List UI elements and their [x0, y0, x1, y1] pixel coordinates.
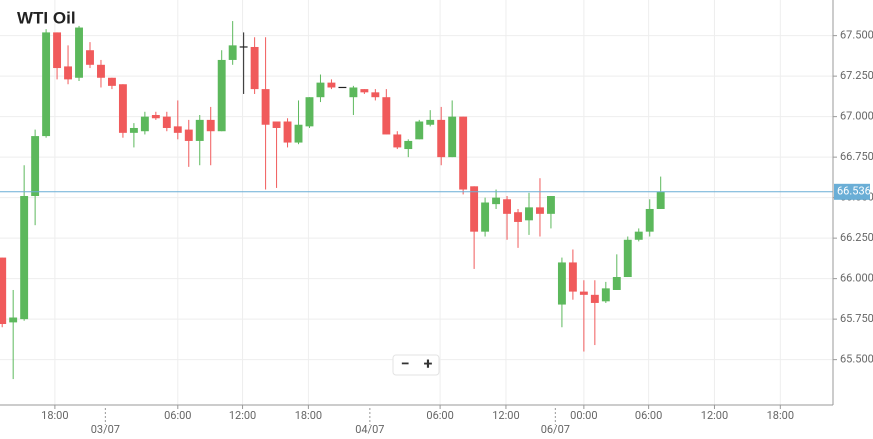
- candle-body: [503, 199, 511, 214]
- x-tick-label: 00:00: [570, 409, 597, 422]
- candle-body: [404, 140, 413, 150]
- candle-body: [426, 119, 435, 125]
- candle-body: [86, 50, 94, 65]
- candle-body: [294, 124, 303, 143]
- chart-title: WTI Oil: [17, 8, 76, 27]
- x-tick-label: 06:00: [635, 409, 662, 422]
- candle-body: [272, 121, 281, 128]
- candle-body: [470, 186, 479, 232]
- candle-body: [579, 291, 588, 295]
- candle-body: [228, 45, 237, 60]
- candle-body: [437, 119, 446, 158]
- zoom-in-button[interactable]: +: [424, 354, 433, 373]
- candle-body: [118, 84, 127, 133]
- candle-body: [173, 126, 182, 133]
- y-tick-label: 65.500: [840, 353, 873, 366]
- zoom-box: [392, 354, 440, 376]
- candle-body: [184, 129, 193, 141]
- candle-body: [75, 27, 83, 78]
- zoom-out-button[interactable]: −: [401, 354, 410, 373]
- candle-body: [481, 202, 490, 232]
- y-tick-label: 67.000: [840, 110, 873, 123]
- x-tick-label: 18:00: [767, 409, 794, 422]
- candle-body: [9, 317, 18, 323]
- candle-body: [261, 89, 270, 125]
- x-tick-label: 12:00: [492, 409, 519, 422]
- candle-body: [195, 119, 204, 141]
- candle-body: [31, 136, 40, 197]
- x-tick-label: 06:00: [164, 409, 191, 422]
- candle-body: [140, 116, 149, 132]
- candle-body: [53, 32, 62, 69]
- candle-body: [568, 262, 577, 292]
- y-tick-label: 66.000: [840, 272, 873, 285]
- y-tick-label: 66.250: [840, 231, 873, 244]
- candle-body: [525, 207, 533, 221]
- candles: [0, 21, 833, 380]
- date-label: 04/07: [355, 423, 384, 436]
- current-price-label: 66.536: [837, 185, 871, 198]
- candle-body: [217, 59, 226, 132]
- candle-body: [514, 212, 522, 222]
- candle-body: [162, 116, 171, 128]
- candle-body: [634, 231, 643, 240]
- y-tick-label: 67.250: [840, 69, 873, 82]
- candle-body: [393, 134, 402, 148]
- candle-body: [536, 207, 544, 214]
- candle-body: [151, 115, 160, 119]
- candle-body: [546, 196, 555, 214]
- date-label: 06/07: [541, 423, 570, 436]
- candle-body: [623, 239, 632, 278]
- y-tick-label: 66.750: [840, 150, 873, 163]
- candle-body: [590, 294, 599, 303]
- candle-body: [349, 87, 358, 98]
- candle-body: [656, 191, 665, 209]
- candle-body: [129, 127, 138, 133]
- x-tick-label: 12:00: [701, 409, 728, 422]
- candle-body: [107, 77, 116, 86]
- candle-body: [459, 116, 468, 190]
- candle-body: [557, 262, 566, 305]
- date-label: 03/07: [91, 423, 120, 436]
- candle-body: [250, 46, 259, 90]
- candle-body: [371, 92, 380, 98]
- candle-body: [0, 257, 7, 324]
- current-price-tag: [834, 183, 870, 200]
- candle-body: [492, 197, 501, 205]
- candle-body: [97, 64, 105, 78]
- candle-body: [448, 116, 457, 158]
- candle-body: [612, 277, 621, 290]
- candle-body: [360, 89, 369, 93]
- candle-body: [415, 121, 424, 140]
- x-tick-label: 12:00: [229, 409, 256, 422]
- y-tick-label: 67.500: [840, 29, 873, 42]
- candle-body: [42, 32, 51, 137]
- candle-body: [64, 66, 72, 80]
- candle-body: [206, 119, 215, 132]
- candle-body: [305, 97, 314, 127]
- candle-body: [283, 121, 292, 143]
- candle-body: [316, 82, 325, 98]
- candle-body: [645, 208, 654, 232]
- candle-body: [327, 82, 336, 88]
- x-tick-label: 06:00: [426, 409, 453, 422]
- x-tick-label: 18:00: [41, 409, 68, 422]
- y-tick-label: 65.750: [840, 312, 873, 325]
- candle-body: [382, 97, 391, 135]
- x-tick-label: 18:00: [295, 409, 322, 422]
- candle-body: [601, 288, 610, 302]
- candle-body: [20, 196, 29, 320]
